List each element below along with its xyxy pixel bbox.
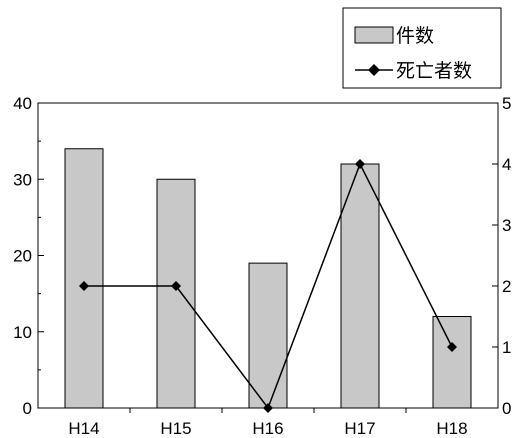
bar-H15: [156, 178, 196, 409]
bar-H16: [248, 262, 288, 409]
y-right-tick-label: 5: [502, 94, 511, 113]
y-right-tick-label: 2: [502, 277, 511, 296]
bar-H14: [64, 148, 104, 409]
legend-marker-diamond: [368, 64, 380, 76]
line-point-H15: [171, 281, 181, 291]
y-left-tick-label: 20: [13, 247, 32, 266]
y-right-tick-label: 1: [502, 338, 511, 357]
line-point-H16: [263, 403, 273, 413]
y-left-tick-label: 0: [23, 399, 32, 418]
legend-box: [342, 7, 502, 89]
legend: 件数 死亡者数: [342, 7, 502, 89]
y-left-tick-label: 10: [13, 323, 32, 342]
x-tick-label: H15: [160, 419, 191, 438]
line-point-H14: [79, 281, 89, 291]
x-tick-label: H16: [252, 419, 283, 438]
bar-H18: [432, 316, 472, 409]
line-point-H18: [447, 342, 457, 352]
legend-label-deaths: 死亡者数: [396, 60, 472, 82]
line-point-H17: [355, 159, 365, 169]
x-tick-label: H18: [436, 419, 467, 438]
y-right-tick-label: 3: [502, 216, 511, 235]
legend-swatch-bar: [354, 26, 394, 44]
x-tick-label: H17: [344, 419, 375, 438]
y-right-tick-label: 0: [502, 399, 511, 418]
y-right-tick-label: 4: [502, 155, 511, 174]
plot-area: 0 10 20 30 40 0 1 2 3 4 5 H14 H15 H16 H17 H18: [13, 94, 511, 438]
x-tick-label: H14: [68, 419, 99, 438]
legend-label-count: 件数: [396, 25, 434, 47]
y-left-tick-label: 30: [13, 170, 32, 189]
y-left-tick-label: 40: [13, 94, 32, 113]
